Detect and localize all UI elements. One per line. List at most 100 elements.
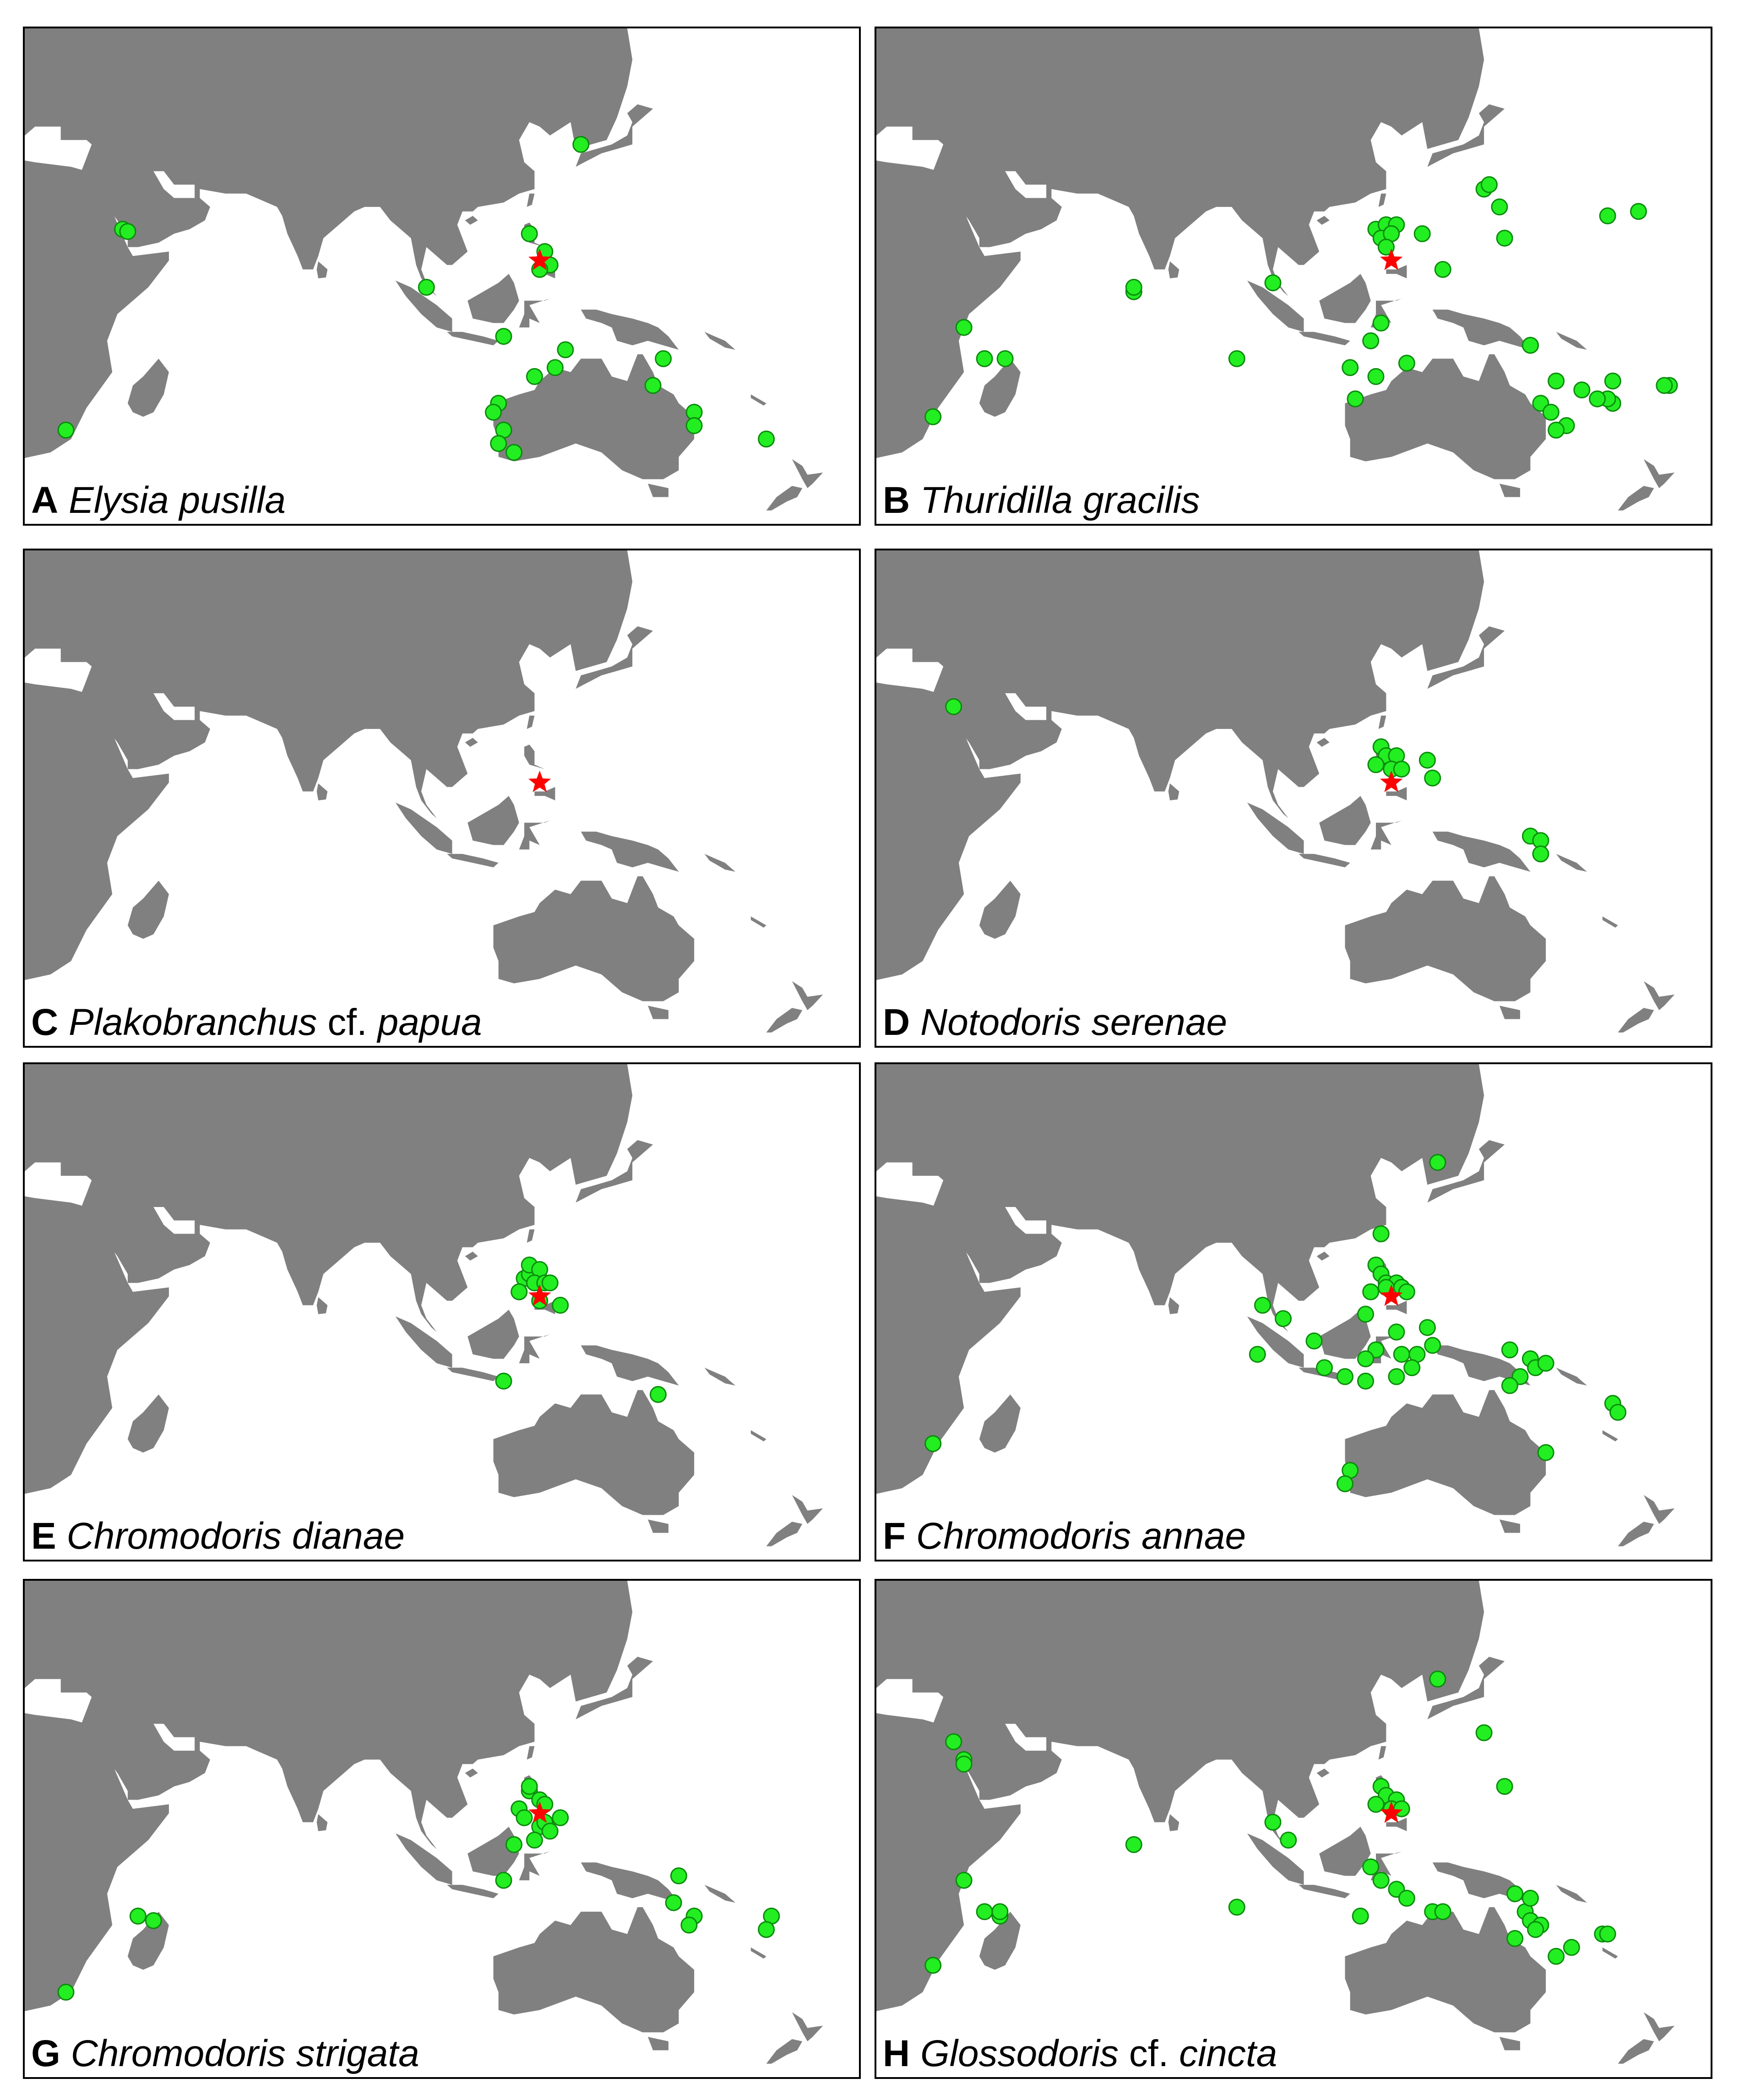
land-japan [1427,626,1505,689]
record-point [546,359,564,376]
panel-letter: H [883,2032,910,2074]
land-madagascar [979,1911,1021,1970]
panel-map [876,1581,1711,2077]
land-new-zealand-north [792,2012,823,2041]
record-point [1532,845,1549,863]
land-sumatra [1247,1833,1304,1885]
land-sri-lanka [1168,261,1179,278]
land-tasmania [1499,1006,1520,1019]
land-new-guinea [581,1862,679,1903]
record-point [758,430,775,448]
record-point [495,328,512,345]
record-point [1357,1306,1374,1323]
record-point [1418,751,1436,769]
type-locality-layer [528,248,551,270]
map-panel-b: B Thuridilla gracilis [875,27,1712,526]
record-point [1573,381,1591,399]
record-points-layer [924,176,1678,439]
land-sri-lanka [1168,1814,1179,1831]
land-africa [876,682,1021,980]
panel-letter: B [883,479,910,521]
land-solomons [704,854,736,872]
land-borneo [467,1827,519,1876]
record-point [1264,1813,1282,1831]
land-borneo [1319,1310,1371,1359]
land-tasmania [647,2037,668,2051]
type-locality-layer [1380,1801,1403,1823]
land-hainan [465,1251,478,1261]
record-point [490,435,507,452]
panel-letter: D [883,1001,910,1043]
type-locality-layer [1380,770,1403,792]
record-point [945,698,962,715]
land-sri-lanka [316,1814,328,1831]
land-solomons [704,1367,736,1386]
land-sulawesi [519,1334,550,1364]
land-hainan [1316,216,1330,225]
panel-map [25,1064,859,1560]
record-point [1393,1346,1410,1363]
landmass-layer [876,550,1675,1033]
record-point [1398,1889,1415,1907]
record-point [1367,368,1385,385]
land-eurasia [876,550,1484,823]
record-point [1491,198,1508,216]
record-point [1656,377,1673,394]
genus-name: Chromodoris [916,1515,1131,1557]
land-new-zealand-north [1643,2012,1675,2041]
land-sulawesi [519,820,550,850]
land-australia [493,354,695,479]
record-point [1367,1795,1385,1813]
land-new-guinea [1432,310,1531,350]
record-points-layer [945,698,1549,863]
land-australia [1345,876,1546,1001]
record-point [1362,1858,1380,1876]
land-new-zealand-south [1618,486,1654,511]
map-panel-c: C Plakobranchus cf. papua [23,549,861,1048]
record-point [924,408,942,425]
land-arabia-gulf-cut [1005,693,1047,720]
record-point [511,1283,528,1300]
record-point [505,1836,522,1853]
record-point [1342,359,1359,376]
land-australia [493,1390,695,1515]
type-locality-star [1380,248,1403,270]
land-java [447,1885,499,1899]
record-point [1305,1332,1323,1349]
land-madagascar [127,1394,169,1453]
record-point [1388,1323,1405,1341]
record-point [1522,1889,1539,1907]
land-arabia-gulf-cut [1005,1207,1047,1234]
land-australia [493,876,695,1001]
land-taiwan [527,1746,535,1760]
record-point [1506,1885,1524,1903]
record-point [57,421,75,439]
map-panel-e: E Chromodoris dianae [23,1062,861,1561]
land-japan [576,1657,653,1719]
record-point [955,1872,973,1889]
species-name: pusilla [179,479,286,521]
genus-name: Glossodoris [920,2032,1119,2074]
record-point [670,1867,687,1884]
type-locality-star [528,1284,551,1306]
record-point [1413,225,1431,242]
land-new-zealand-north [1643,1495,1675,1524]
record-point [541,1823,559,1840]
land-borneo [467,274,519,323]
type-locality-star [1380,770,1403,792]
land-new-zealand-south [1618,1522,1654,1546]
genus-name: Chromodoris [71,2032,286,2074]
panel-letter: G [31,2032,60,2074]
map-panel-h: H Glossodoris cf. cincta [875,1579,1712,2079]
land-borneo [1319,1827,1371,1876]
record-point [1372,314,1390,332]
panel-map [876,28,1711,524]
panel-map [876,1064,1711,1560]
record-point [1537,1355,1554,1372]
record-point [1480,176,1498,193]
panel-map [25,1581,859,2077]
record-point [572,136,590,153]
land-new-zealand-south [1618,1008,1654,1033]
record-point [1275,1310,1292,1327]
land-hainan [465,1768,478,1778]
